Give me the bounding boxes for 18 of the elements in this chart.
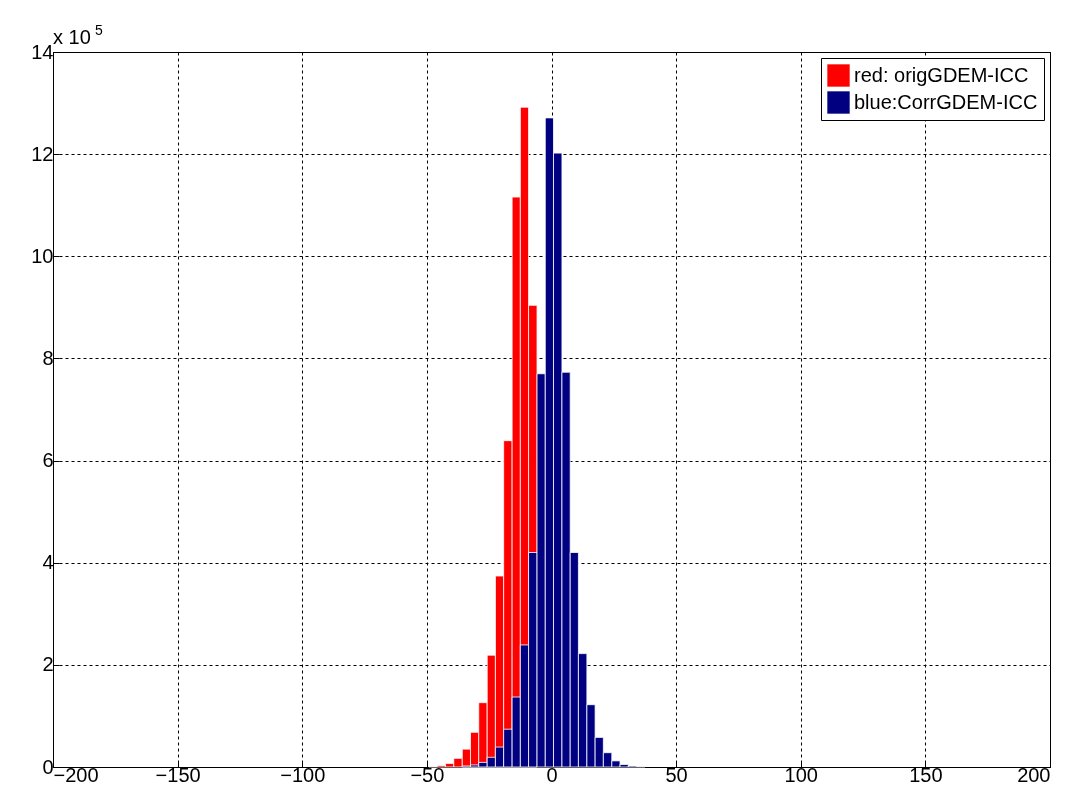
x-tick-label: 100 (784, 763, 818, 786)
y-tick-label: 12 (31, 142, 54, 165)
x-tick-label: −100 (280, 763, 326, 786)
y-tick-label: 4 (42, 551, 54, 574)
y-tick-label: 8 (42, 346, 54, 369)
x-tick-label: −150 (155, 763, 201, 786)
y-tick-label: 2 (42, 653, 54, 676)
y-tick-label: 6 (42, 449, 54, 472)
y-tick-label: 10 (31, 244, 54, 267)
y-tick-label: 14 (31, 40, 54, 63)
x-tick-label: 50 (665, 763, 688, 786)
x-tick-label: 200 (1017, 763, 1051, 786)
x-tick-label: −200 (53, 763, 99, 786)
x-tick-label: −50 (410, 763, 445, 786)
x-tick-label: 150 (909, 763, 943, 786)
legend-label: blue:CorrGDEM-ICC (854, 90, 1038, 113)
legend-label: red: origGDEM-ICC (854, 63, 1029, 86)
x-tick-label: 0 (546, 763, 558, 786)
